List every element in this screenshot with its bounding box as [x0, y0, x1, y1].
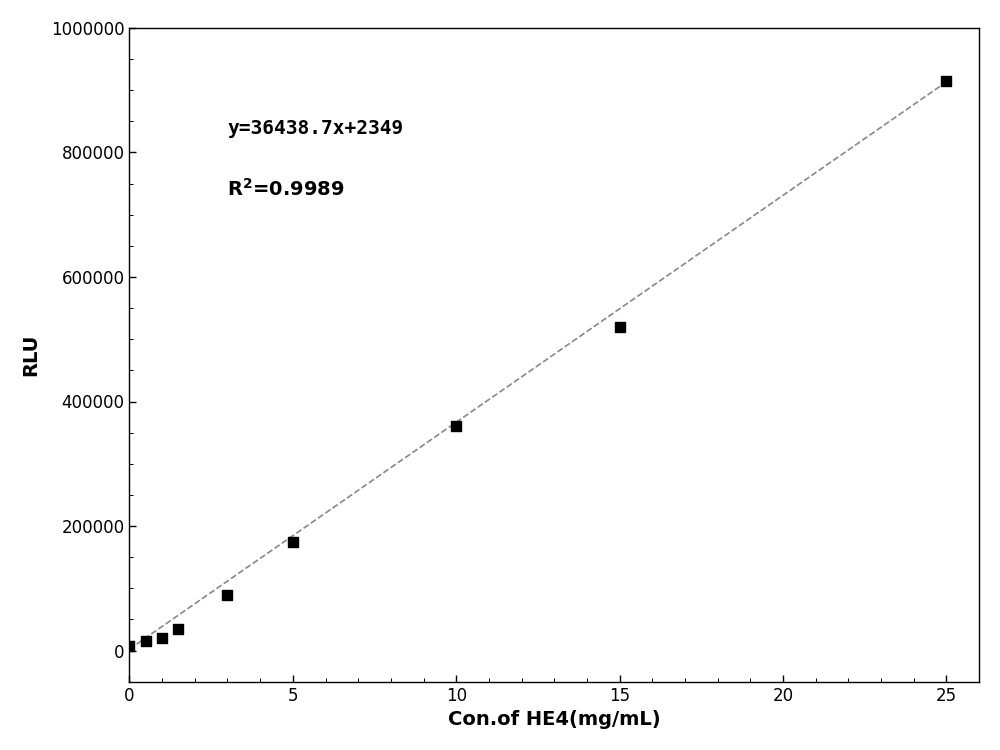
Text: $\mathbf{R^2}$=0.9989: $\mathbf{R^2}$=0.9989	[227, 178, 345, 200]
X-axis label: Con.of HE4(mg/mL): Con.of HE4(mg/mL)	[448, 710, 661, 729]
Point	[121, 640, 137, 652]
Point	[448, 421, 464, 433]
Point	[154, 632, 170, 644]
Point	[285, 536, 301, 548]
Point	[170, 622, 186, 634]
Point	[219, 589, 235, 601]
Point	[138, 635, 154, 647]
Text: y=36438.7x+2349: y=36438.7x+2349	[227, 118, 404, 138]
Y-axis label: RLU: RLU	[21, 334, 40, 376]
Point	[612, 321, 628, 333]
Point	[938, 75, 954, 87]
